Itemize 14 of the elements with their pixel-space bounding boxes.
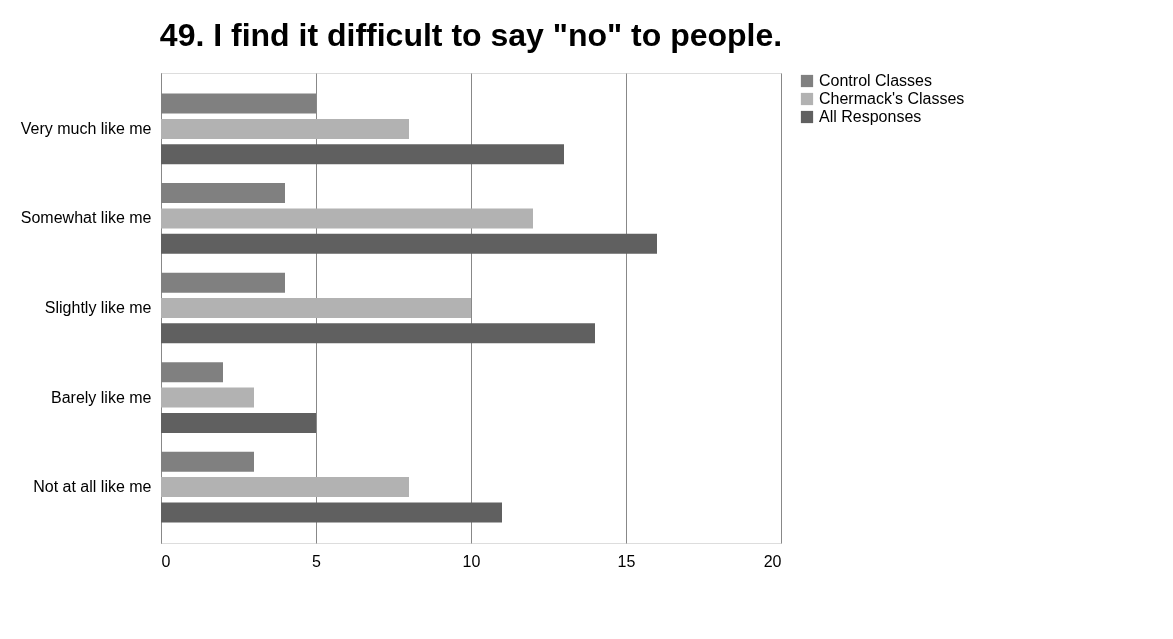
y-tick-label: Barely like me <box>51 388 152 406</box>
x-tick-label: 15 <box>617 552 636 570</box>
x-tick-label: 5 <box>312 552 322 570</box>
x-tick-label: 10 <box>462 552 481 570</box>
x-tick-label: 20 <box>763 552 782 570</box>
legend-label: Chermack's Classes <box>819 90 965 107</box>
y-tick-label: Somewhat like me <box>20 209 152 227</box>
y-tick-label: Very much like me <box>20 119 152 137</box>
chart-title: 49. I find it difficult to say "no" to people. <box>159 17 783 53</box>
legend-label: All Responses <box>819 108 922 125</box>
legend-label: Control Classes <box>819 72 932 89</box>
y-tick-label: Slightly like me <box>44 299 152 316</box>
y-tick-label: Not at all like me <box>33 478 152 496</box>
x-tick-label: 0 <box>161 552 171 570</box>
